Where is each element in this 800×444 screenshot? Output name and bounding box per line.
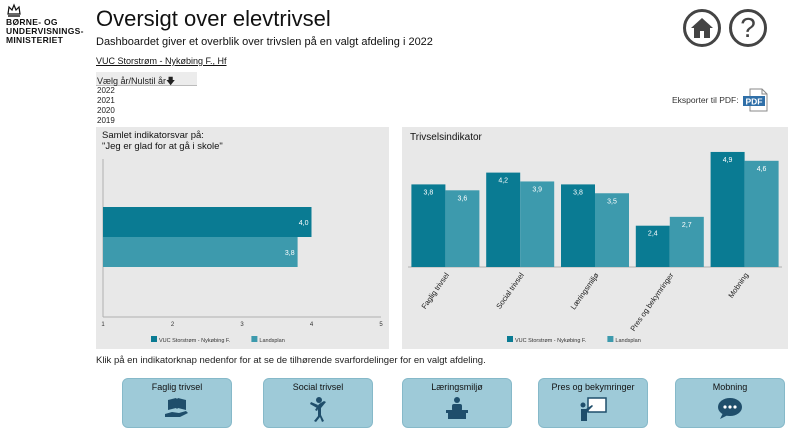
legend-swatch xyxy=(607,336,614,342)
logo-line-3: MINISTERIET xyxy=(6,35,64,45)
classroom-icon xyxy=(446,397,468,419)
year-option[interactable]: 2019 xyxy=(97,116,115,125)
indicator-button-laeringsmiljo[interactable]: Læringsmiljø xyxy=(402,378,512,428)
department-link[interactable]: VUC Storstrøm - Nykøbing F., Hf xyxy=(96,56,227,66)
indicator-button-label: Faglig trivsel xyxy=(151,382,203,392)
bar xyxy=(710,151,745,267)
sort-arrow-icon: 🡇 xyxy=(166,76,176,86)
year-selector-label: Vælg år/Nulstil år xyxy=(97,76,167,86)
logo-line-2: UNDERVISNINGS- xyxy=(6,26,84,36)
bar xyxy=(669,216,704,267)
x-tick-label: Mobning xyxy=(726,271,750,300)
crown-icon xyxy=(7,3,21,17)
x-tick-label: 1 xyxy=(101,322,105,328)
data-label: 4,2 xyxy=(498,178,508,185)
logo-line-1: BØRNE- OG xyxy=(6,17,58,27)
home-icon xyxy=(691,18,713,38)
x-tick-label: Pres og bekymringer xyxy=(628,271,675,333)
data-label: 3,6 xyxy=(458,195,468,202)
indicator-button-label: Pres og bekymringer xyxy=(551,382,635,392)
indicator-button-social-trivsel[interactable]: Social trivsel xyxy=(263,378,373,428)
indicator-button-label: Læringsmiljø xyxy=(431,382,483,392)
x-tick-label: 2 xyxy=(171,322,175,328)
overall-indicator-panel: Samlet indikatorsvar på: "Jeg er glad fo… xyxy=(96,127,389,349)
legend-swatch xyxy=(151,336,157,342)
indicator-button-label: Social trivsel xyxy=(292,382,344,392)
data-label: 3,9 xyxy=(532,186,542,193)
trivsel-indicator-panel: Trivselsindikator 3,8 3,6 Faglig trivsel 4,… xyxy=(402,127,788,349)
legend-label: VUC Storstrøm - Nykøbing F. xyxy=(159,338,231,344)
year-option[interactable]: 2022 xyxy=(97,86,115,95)
help-button[interactable]: ? xyxy=(729,9,767,47)
bar xyxy=(595,193,629,267)
legend-label: Landsplan xyxy=(259,338,284,344)
legend-swatch xyxy=(507,336,513,342)
year-selector-header[interactable]: Vælg år/Nulstil år🡇 xyxy=(96,72,197,86)
bar xyxy=(635,225,670,267)
indicator-button-pres-og-bekymringer[interactable]: Pres og bekymringer xyxy=(538,378,648,428)
data-label: 3,5 xyxy=(607,198,617,205)
trivsel-indicator-chart: 3,8 3,6 Faglig trivsel 4,2 3,9 Social trivsel… xyxy=(408,151,782,344)
x-tick-label: 5 xyxy=(379,322,383,328)
left-panel-title-line1: Samlet indikatorsvar på: xyxy=(102,130,204,141)
page-title: Oversigt over elevtrivsel xyxy=(96,6,331,31)
bar xyxy=(561,184,595,267)
year-selector: Vælg år/Nulstil år🡇 2022 2021 2020 2019 xyxy=(96,72,197,126)
person-cheer-icon xyxy=(310,397,326,422)
left-panel-title-line2: "Jeg er glad for at gå i skole" xyxy=(102,141,223,152)
pdf-icon[interactable]: PDF xyxy=(742,88,770,112)
bar xyxy=(486,172,521,267)
bar xyxy=(411,184,446,267)
home-button[interactable] xyxy=(683,9,721,47)
year-option[interactable]: 2021 xyxy=(97,96,115,105)
data-label: 3,8 xyxy=(573,189,583,196)
data-label: 4,0 xyxy=(299,220,309,227)
export-pdf: Eksporter til PDF: PDF xyxy=(672,88,770,112)
right-panel-title: Trivselsindikator xyxy=(410,132,482,143)
x-tick-label: 4 xyxy=(310,322,314,328)
data-label: 4,6 xyxy=(757,166,767,173)
x-tick-label: Læringsmiljø xyxy=(569,271,601,312)
legend-swatch xyxy=(251,336,258,342)
export-label: Eksporter til PDF: xyxy=(672,95,739,105)
x-tick-label: 3 xyxy=(240,322,244,328)
bar xyxy=(103,237,298,267)
data-label: 3,8 xyxy=(424,189,434,196)
indicator-button-mobning[interactable]: Mobning xyxy=(675,378,785,428)
page-subtitle: Dashboardet giver et overblik over trivs… xyxy=(96,36,433,48)
book-hand-icon xyxy=(165,398,188,417)
speech-bubble-icon xyxy=(718,398,742,419)
overall-indicator-chart: 1 2 3 4 5 4,0 3,8 VUC Storstrøm - Nykøbing F. La… xyxy=(101,159,383,344)
x-tick-label: Social trivsel xyxy=(494,271,526,311)
bar xyxy=(445,190,480,267)
ministry-logo: BØRNE- OG UNDERVISNINGS- MINISTERIET xyxy=(6,2,96,45)
bar xyxy=(520,181,555,267)
pdf-icon-text: PDF xyxy=(745,97,762,107)
help-icon: ? xyxy=(740,12,756,43)
indicator-button-label: Mobning xyxy=(712,382,748,392)
instruction-text: Klik på en indikatorknap nedenfor for at… xyxy=(96,355,486,366)
left-panel-title: Samlet indikatorsvar på: "Jeg er glad fo… xyxy=(102,130,223,152)
data-label: 3,8 xyxy=(285,250,295,257)
legend-label: VUC Storstrøm - Nykøbing F. xyxy=(515,338,587,344)
bar xyxy=(744,160,779,267)
data-label: 2,4 xyxy=(648,231,658,238)
bar xyxy=(103,207,312,237)
x-tick-label: Faglig trivsel xyxy=(420,271,452,311)
data-label: 4,9 xyxy=(723,157,733,164)
indicator-button-faglig-trivsel[interactable]: Faglig trivsel xyxy=(122,378,232,428)
data-label: 2,7 xyxy=(682,222,692,229)
teacher-board-icon xyxy=(580,397,607,421)
legend-label: Landsplan xyxy=(615,338,640,344)
year-option[interactable]: 2020 xyxy=(97,106,115,115)
